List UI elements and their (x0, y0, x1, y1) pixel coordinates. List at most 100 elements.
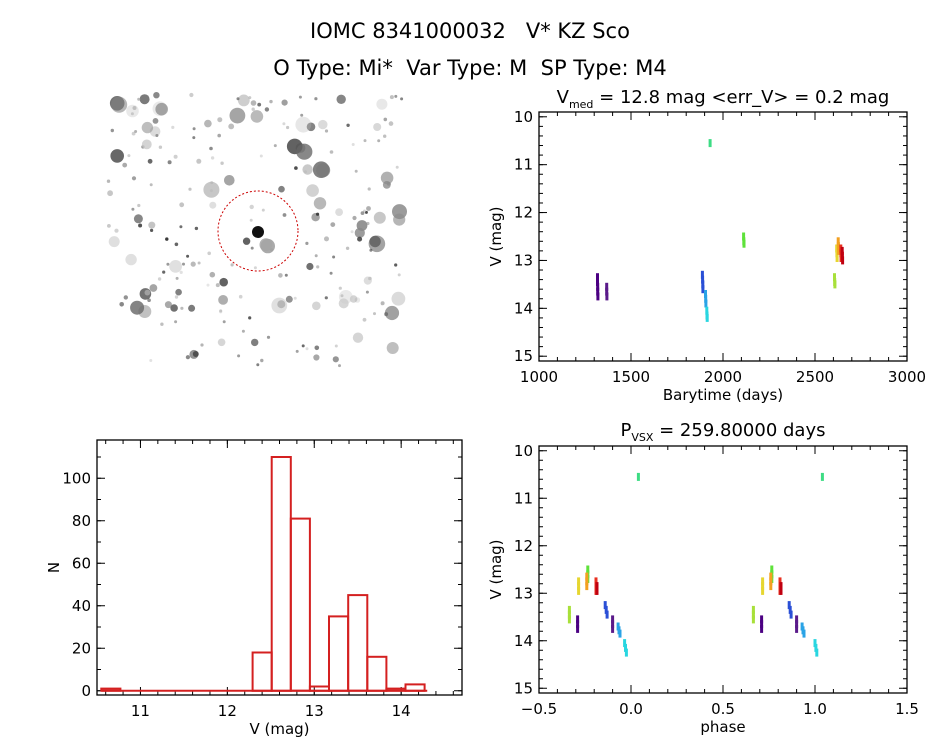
star (125, 253, 137, 266)
star (242, 237, 251, 245)
data-point (577, 582, 581, 591)
star (250, 100, 257, 106)
star (203, 181, 220, 198)
data-point (705, 306, 709, 315)
star (206, 283, 210, 287)
y-tick-label: 100 (62, 469, 91, 487)
x-tick-label: −0.5 (521, 700, 557, 718)
star (149, 183, 153, 187)
star (237, 94, 250, 107)
star (131, 131, 136, 136)
x-tick-label: 12 (218, 702, 237, 720)
star (194, 226, 199, 231)
histogram-bar (347, 594, 369, 692)
star (189, 92, 194, 98)
star (250, 110, 264, 123)
star (192, 127, 196, 131)
star (383, 117, 388, 122)
star (284, 273, 288, 277)
star (138, 223, 143, 228)
data-point (787, 601, 791, 610)
star (141, 139, 152, 150)
star (340, 294, 344, 298)
data-point (779, 582, 783, 591)
star (144, 289, 151, 296)
star (141, 121, 154, 134)
star (257, 102, 262, 107)
star (180, 306, 184, 310)
data-point (567, 615, 571, 624)
data-point (585, 577, 589, 586)
data-point (841, 256, 845, 265)
star (134, 130, 138, 133)
star (286, 125, 290, 130)
star (188, 187, 192, 191)
data-point (577, 586, 581, 595)
data-point (837, 246, 841, 255)
y-tick-label: 11 (514, 156, 533, 174)
data-point (596, 273, 599, 282)
star (196, 158, 202, 164)
star (305, 347, 309, 351)
star (179, 225, 183, 229)
star (269, 99, 273, 104)
data-point (636, 472, 640, 481)
data-point (576, 620, 580, 629)
y-tick-label: 15 (514, 347, 533, 365)
plot-title-rest: = 12.8 mag <err_V> = 0.2 mag (593, 87, 889, 108)
star (148, 221, 156, 229)
star (130, 300, 145, 315)
y-axis-label: V (mag) (487, 539, 505, 599)
star (175, 288, 182, 296)
star (367, 187, 371, 191)
star (209, 271, 216, 278)
data-point (595, 586, 599, 595)
star (338, 364, 341, 368)
data-point (795, 624, 799, 633)
star (352, 332, 364, 343)
star (157, 277, 162, 281)
data-point (770, 565, 774, 574)
data-point (761, 586, 765, 595)
x-tick-label: 13 (305, 702, 324, 720)
x-tick-label: 1000 (520, 368, 558, 386)
data-point (761, 582, 765, 591)
star (137, 203, 141, 208)
data-point (576, 615, 580, 624)
star (400, 97, 404, 101)
data-point (624, 648, 628, 657)
star (395, 165, 399, 169)
star (249, 218, 253, 222)
star (110, 149, 124, 163)
y-tick-label: 10 (514, 442, 533, 460)
star (332, 356, 339, 363)
plot-title-main: P (621, 420, 632, 441)
star (363, 276, 372, 285)
data-point (795, 615, 799, 624)
star (179, 270, 183, 274)
data-point (701, 275, 705, 284)
data-point (624, 643, 627, 652)
star (204, 119, 212, 128)
star (296, 143, 313, 160)
star (301, 344, 305, 348)
star (314, 254, 318, 258)
data-point (789, 610, 793, 619)
data-point (596, 278, 599, 286)
star (174, 320, 178, 324)
data-point (742, 232, 746, 241)
star (363, 209, 366, 213)
star (383, 134, 387, 138)
star (110, 128, 115, 133)
finder-chart-image (103, 90, 407, 373)
star (260, 358, 264, 363)
plot-frame (538, 445, 908, 694)
histogram-bar (289, 517, 311, 692)
star (119, 302, 124, 307)
star (256, 363, 260, 367)
star (384, 305, 400, 321)
plot-frame (96, 439, 463, 696)
star (248, 316, 252, 320)
lightcurve-plot: 1000 1500 2000 2500 3000 10 11 12 13 14 15 Barytime… (487, 87, 926, 404)
star (298, 95, 302, 99)
